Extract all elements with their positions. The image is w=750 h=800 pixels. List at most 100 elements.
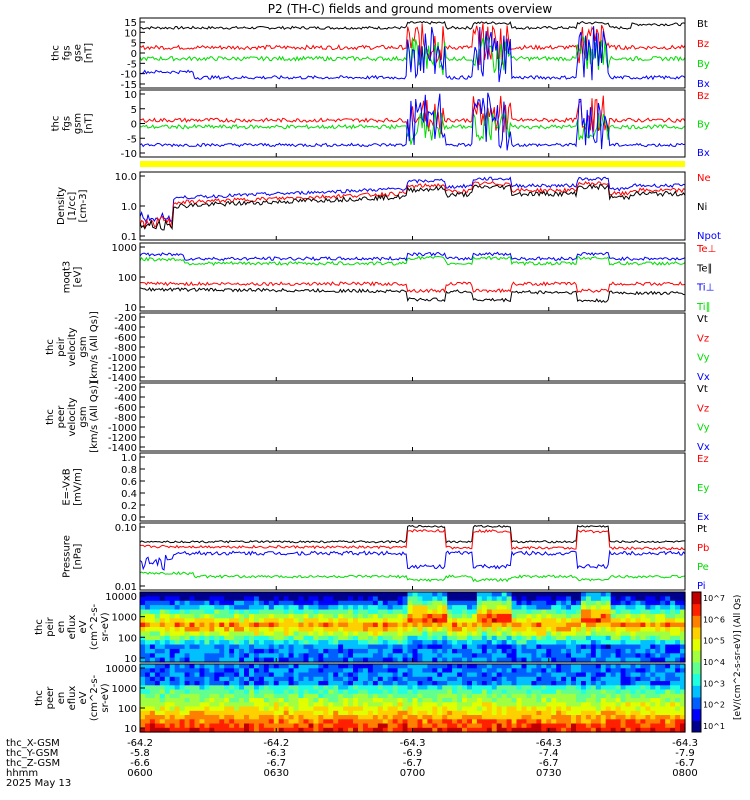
spectrogram-cell [551,715,557,720]
spectrogram-cell [149,689,156,695]
spectrogram-cell [224,723,230,729]
spectrogram-cell [551,657,557,663]
spectrogram-cell [204,681,210,686]
spectrogram-cell [358,627,364,632]
spectrogram-cell [189,600,196,606]
spectrogram-cell [655,681,661,686]
y-axis-label: [cm-3] [78,189,89,222]
spectrogram-cell [194,644,201,650]
spectrogram-cell [481,727,488,733]
spectrogram-cell [610,627,617,632]
spectrogram-cell [496,609,503,615]
spectrogram-cell [576,698,582,703]
spectrogram-cell [531,698,537,703]
spectrogram-cell [199,702,206,708]
spectrogram-cell [496,710,503,716]
spectrogram-cell [610,664,617,669]
ephemeris-value: 0800 [672,768,697,779]
spectrogram-cell [675,609,681,615]
spectrogram-cell [615,653,622,659]
spectrogram-cell [546,631,552,637]
spectrogram-cell [665,657,671,663]
spectrogram-cell [600,685,607,691]
spectrogram-cell [328,723,334,729]
spectrogram-cell [328,592,334,597]
spectrogram-cell [675,706,681,712]
spectrogram-cell [486,689,493,695]
spectrogram-cell [561,719,567,725]
spectrogram-cell [308,592,315,597]
spectrogram-cell [590,596,597,602]
legend-item: Pb [697,543,709,554]
spectrogram-cell [278,596,285,602]
spectrogram-cell [258,681,265,686]
spectrogram-cell [536,618,542,624]
spectrogram-cell [254,653,260,659]
spectrogram-cell [154,693,161,699]
spectrogram-cell [630,710,637,716]
y-tick-label: -1000 [108,353,137,364]
spectrogram-cell [363,622,369,628]
spectrogram-cell [204,719,210,725]
spectrogram-cell [407,702,414,708]
spectrogram-cell [427,710,433,716]
spectrogram-cell [516,592,523,597]
spectrogram-cell [209,676,215,682]
spectrogram-cell [665,710,671,716]
spectrogram-cell [650,672,656,678]
spectrogram-cell [506,681,513,686]
spectrogram-cell [581,689,587,695]
spectrogram-cell [189,715,196,720]
spectrogram-cell [417,627,424,632]
spectrogram-cell [258,605,265,611]
spectrogram-cell [249,719,255,725]
spectrogram-cell [526,609,533,615]
spectrogram-cell [665,640,671,646]
spectrogram-cell [363,631,369,637]
spectrogram-cell [437,702,443,708]
spectrogram-cell [531,609,537,615]
spectrogram-cell [581,702,587,708]
spectrogram-cell [229,596,235,602]
spectrogram-cell [154,698,161,703]
by-line [139,110,686,145]
spectrogram-cell [387,698,394,703]
spectrogram-cell [561,622,567,628]
spectrogram-cell [412,613,419,619]
spectrogram-cell [576,644,582,650]
spectrogram-cell [377,644,384,650]
spectrogram-cell [348,644,354,650]
spectrogram-cell [145,710,151,716]
spectrogram-cell [338,681,344,686]
spectrogram-cell [338,706,344,712]
spectrogram-cell [164,719,171,725]
y-axis-label: [nT] [84,113,95,133]
spectrogram-cell [224,653,230,659]
spectrogram-cell [422,681,428,686]
spectrogram-cell [219,618,225,624]
spectrogram-cell [372,693,379,699]
spectrogram-cell [338,693,344,699]
spectrogram-cell [288,685,295,691]
spectrogram-cell [273,723,280,729]
spectrogram-cell [660,672,666,678]
spectrogram-cell [154,685,161,691]
ephemeris-value: 0730 [536,768,561,779]
spectrogram-cell [571,676,577,682]
spectrogram-cell [303,600,310,606]
spectrogram-cell [432,698,438,703]
spectrogram-cell [323,685,329,691]
ephemeris-value: 0630 [264,768,289,779]
spectrogram-cell [149,631,156,637]
spectrogram-cell [501,719,508,725]
spectrogram-cell [516,600,523,606]
spectrogram-cell [610,715,617,720]
spectrogram-cell [387,592,394,597]
spectrogram-cell [258,689,265,695]
spectrogram-cell [303,710,310,716]
spectrogram-cell [585,715,592,720]
spectrogram-cell [506,672,513,678]
spectrogram-cell [239,702,245,708]
spectrogram-cell [541,715,547,720]
